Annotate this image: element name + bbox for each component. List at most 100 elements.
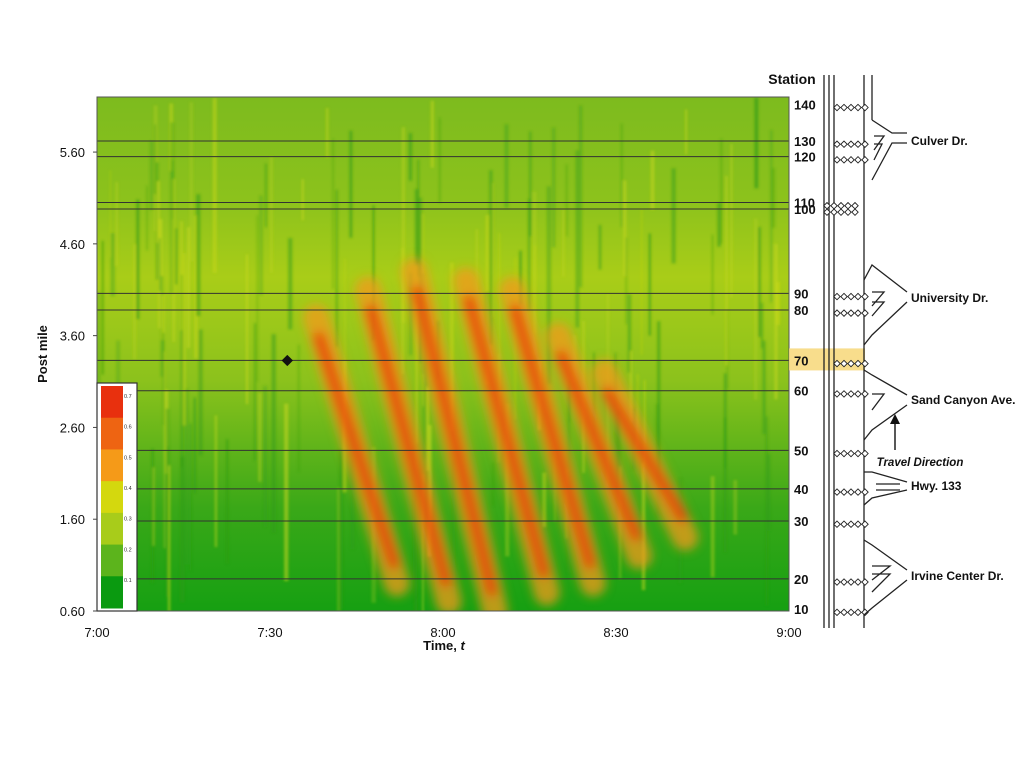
heatmap-texture-streak — [408, 272, 413, 355]
heatmap-texture-streak — [641, 462, 646, 591]
detector-diamond — [847, 578, 855, 586]
heatmap-texture-streak — [598, 224, 602, 270]
colorbar-swatch — [101, 576, 123, 609]
heatmap-texture-streak — [504, 124, 509, 208]
heatmap-texture-streak — [161, 294, 165, 340]
x-tick-label: 8:30 — [603, 625, 628, 640]
heatmap-texture-streak — [765, 416, 768, 606]
station-label-50: 50 — [794, 443, 808, 458]
heatmap-texture-streak — [214, 415, 218, 548]
interchange-label: University Dr. — [911, 291, 988, 305]
y-tick-label: 5.60 — [60, 145, 85, 160]
heatmap-texture-streak — [485, 215, 490, 385]
heatmap-texture-streak — [775, 281, 781, 325]
heatmap-texture-streak — [627, 294, 632, 373]
heatmap-texture-streak — [491, 462, 495, 506]
station-label-40: 40 — [794, 482, 808, 497]
heatmap-texture-streak — [498, 233, 501, 411]
heatmap-texture-streak — [719, 138, 723, 244]
heatmap-texture-streak — [546, 186, 552, 384]
detector-diamond — [861, 608, 869, 617]
y-tick-label: 4.60 — [60, 237, 85, 252]
heatmap-texture-streak — [757, 226, 761, 338]
travel-direction-label: Travel Direction — [877, 457, 964, 469]
congestion-wave-core — [555, 350, 642, 542]
detector-diamond — [847, 359, 855, 368]
heatmap-texture-streak — [414, 188, 419, 266]
heatmap-texture-streak — [401, 127, 406, 323]
heatmap-texture-streak — [253, 323, 257, 461]
interchange-label: Sand Canyon Ave. — [911, 393, 1015, 407]
detector-diamond — [851, 208, 859, 216]
heatmap-texture-streak — [423, 311, 427, 460]
station-label-110: 110 — [794, 196, 815, 211]
heatmap-texture-streak — [643, 380, 646, 465]
heatmap-texture-streak — [711, 234, 714, 315]
heatmap-texture-streak — [623, 180, 627, 276]
detector-diamond — [823, 201, 831, 210]
heatmap-texture-streak — [258, 392, 262, 482]
detector-diamond — [840, 103, 848, 112]
heatmap-texture-streak — [269, 156, 273, 273]
heatmap-texture-streak — [189, 102, 194, 262]
station-header: Station — [768, 71, 815, 87]
heatmap-texture-streak — [724, 417, 727, 469]
detector-diamond — [840, 578, 848, 586]
heatmap-texture-streak — [256, 215, 259, 382]
detector-diamond — [840, 140, 848, 149]
heatmap-texture-streak — [519, 250, 522, 305]
heatmap-texture-streak — [593, 352, 595, 436]
heatmap-texture-streak — [565, 164, 568, 237]
heatmap-texture-streak — [640, 208, 643, 355]
x-axis-label: Time, t — [423, 638, 465, 653]
heatmap-texture-streak — [109, 170, 112, 258]
heatmap-texture-streak — [196, 194, 201, 317]
y-axis-label: Post mile — [35, 325, 50, 383]
heatmap-texture-streak — [301, 179, 304, 221]
detector-diamond — [847, 103, 855, 112]
heatmap-texture-streak — [149, 140, 154, 211]
heatmap-texture-streak — [332, 138, 334, 289]
interchange-label: Culver Dr. — [911, 134, 968, 148]
heatmap-texture-streak — [648, 233, 651, 336]
heatmap-texture-streak — [733, 480, 738, 535]
colorbar-tick-label: 0.4 — [124, 486, 132, 492]
heatmap-texture-streak — [115, 182, 119, 266]
heatmap-texture-streak — [542, 472, 547, 527]
heatmap-texture-streak — [339, 449, 344, 609]
colorbar-tick-label: 0.5 — [124, 455, 132, 461]
interchange-label: Hwy. 133 — [911, 479, 962, 493]
heatmap-texture-streak — [532, 191, 537, 356]
heatmap-texture-streak — [185, 388, 189, 565]
heatmap-texture-streak — [760, 302, 764, 349]
heatmap-texture-streak — [336, 487, 341, 611]
heatmap-texture-streak — [226, 439, 229, 564]
heatmap-texture-streak — [297, 344, 300, 472]
heatmap-texture-streak — [172, 179, 176, 343]
detector-diamond — [833, 520, 841, 529]
heatmap-texture-streak — [625, 237, 628, 325]
colorbar-tick-label: 0.2 — [124, 547, 132, 553]
station-label-30: 30 — [794, 514, 808, 529]
detector-diamond — [833, 103, 841, 112]
detector-diamond — [854, 103, 862, 112]
detector-diamond — [861, 309, 869, 317]
y-tick-label: 3.60 — [60, 329, 85, 344]
heatmap-texture-streak — [766, 454, 771, 532]
detector-diamond — [854, 449, 862, 458]
detector-diamond — [847, 449, 855, 458]
detector-diamond — [847, 390, 855, 398]
detector-diamond — [840, 608, 848, 617]
station-label-20: 20 — [794, 572, 808, 587]
heatmap-texture-streak — [325, 108, 329, 158]
heatmap-texture-streak — [152, 467, 156, 546]
heatmap-texture-streak — [762, 340, 766, 435]
heatmap-texture-streak — [452, 458, 456, 611]
heatmap-texture-streak — [189, 423, 192, 571]
heatmap-texture-streak — [717, 202, 721, 247]
heatmap-texture-streak — [180, 274, 184, 468]
heatmap-texture-streak — [430, 100, 434, 168]
heatmap-texture-streak — [415, 303, 418, 487]
heatmap-texture-streak — [578, 105, 583, 288]
heatmap-texture-streak — [771, 168, 776, 228]
